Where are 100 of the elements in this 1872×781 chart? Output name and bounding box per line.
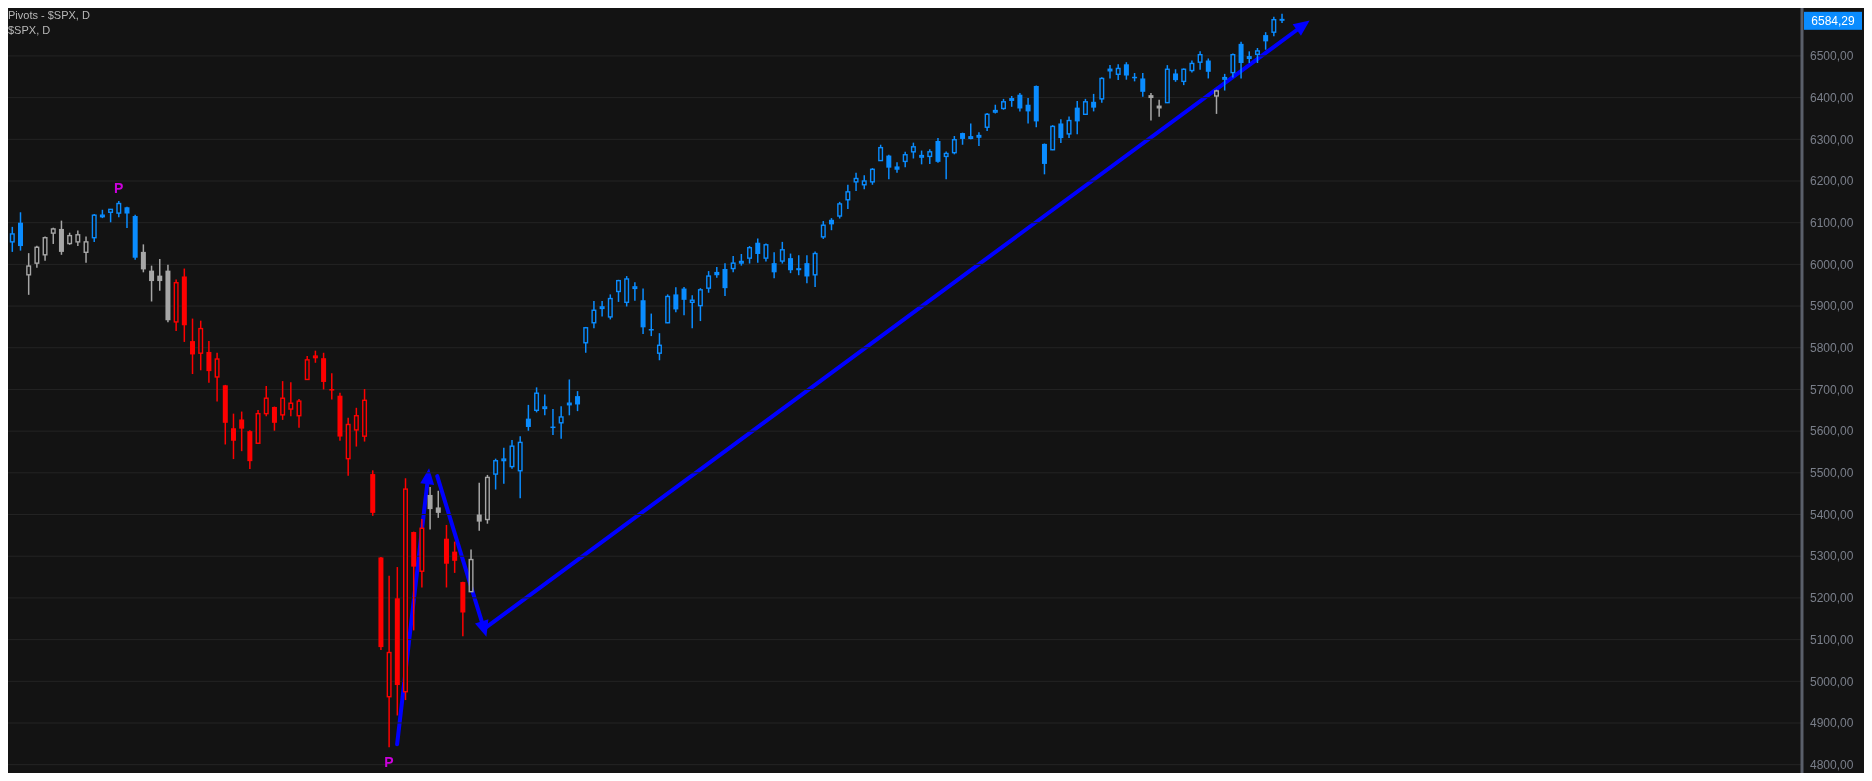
candlestick — [34, 244, 40, 269]
candlestick — [632, 281, 638, 302]
candlestick — [1066, 115, 1072, 139]
candlestick — [280, 380, 286, 421]
candlestick — [1279, 13, 1285, 24]
annotation: P — [113, 180, 124, 197]
candlestick — [886, 154, 892, 181]
candlestick — [263, 385, 269, 417]
candlestick — [17, 211, 23, 252]
candlestick — [1140, 72, 1146, 98]
candlestick — [1017, 92, 1023, 113]
candlestick — [321, 352, 327, 391]
y-tick-label: 5800,00 — [1810, 341, 1854, 356]
candlestick — [91, 213, 97, 243]
y-tick-label: 5400,00 — [1810, 507, 1854, 522]
candlestick — [771, 251, 777, 279]
candlestick — [853, 171, 859, 192]
candlestick — [230, 412, 236, 460]
candlestick — [83, 235, 89, 264]
candlestick — [140, 243, 146, 274]
candlestick — [476, 482, 482, 532]
candlestick — [583, 326, 589, 354]
candlestick — [534, 386, 540, 414]
candlestick — [1025, 97, 1031, 125]
candlestick — [1074, 100, 1080, 136]
text: 6584,29 — [1811, 14, 1856, 29]
y-tick-label: 6100,00 — [1810, 215, 1854, 230]
candlestick — [1058, 118, 1064, 144]
candlestick — [1238, 41, 1244, 80]
candlestick — [157, 258, 163, 292]
candlestick — [656, 332, 662, 362]
candlestick — [804, 254, 810, 284]
candlestick — [788, 252, 794, 274]
candlestick — [206, 340, 212, 384]
candlestick — [509, 439, 515, 470]
y-tick-label: 5300,00 — [1810, 549, 1854, 564]
candlestick — [755, 237, 761, 264]
y-tick-label: 5200,00 — [1810, 591, 1854, 606]
candlestick — [435, 490, 441, 519]
y-tick-label: 5500,00 — [1810, 466, 1854, 481]
y-tick-label: 5000,00 — [1810, 674, 1854, 689]
candlestick — [427, 486, 433, 531]
y-tick-label: 5600,00 — [1810, 424, 1854, 439]
candlestick — [607, 293, 613, 321]
candlestick — [271, 405, 277, 432]
candlestick — [42, 235, 48, 262]
y-tick-label: 6400,00 — [1810, 90, 1854, 105]
candlestick — [591, 300, 597, 329]
candlestick — [1041, 142, 1047, 176]
candlestick — [288, 381, 294, 417]
y-tick-label: 5900,00 — [1810, 299, 1854, 314]
candlestick — [493, 457, 499, 491]
candlestick — [214, 352, 220, 403]
y-tick-label: 5700,00 — [1810, 382, 1854, 397]
candlestick — [501, 447, 507, 485]
y-tick-label: 6500,00 — [1810, 49, 1854, 64]
y-tick-label: 4800,00 — [1810, 757, 1854, 772]
candlestick — [812, 250, 818, 288]
candlestick — [624, 275, 630, 308]
candlestick — [1213, 88, 1219, 115]
candlestick — [796, 254, 802, 276]
candlestick — [575, 390, 581, 412]
candlestick — [525, 404, 531, 432]
candlestick — [1050, 124, 1056, 151]
candlestick — [1148, 92, 1154, 122]
candlestick — [542, 393, 548, 417]
candlestick — [329, 372, 335, 401]
y-tick-label: 6300,00 — [1810, 132, 1854, 147]
y-tick-label: 6200,00 — [1810, 174, 1854, 189]
text: $SPX, D — [8, 23, 52, 38]
candlestick — [239, 410, 245, 452]
candlestick — [845, 184, 851, 210]
candlestick — [951, 135, 957, 156]
annotation: P — [384, 754, 394, 771]
candlestick — [1197, 50, 1203, 71]
candlestick — [190, 317, 196, 375]
candlestick — [1099, 76, 1105, 104]
candlestick — [353, 407, 359, 448]
y-tick-label: 5100,00 — [1810, 632, 1854, 647]
candlestick — [689, 294, 695, 329]
candlestick — [1205, 57, 1211, 80]
candlestick — [681, 286, 687, 316]
y-tick-label: 6000,00 — [1810, 257, 1854, 272]
candlestick — [26, 252, 32, 296]
candlestick — [697, 287, 703, 322]
candlestick — [58, 219, 64, 256]
y-tick-label: 4900,00 — [1810, 716, 1854, 731]
candlestick — [673, 286, 679, 314]
candlestick — [149, 264, 155, 303]
candlestick — [935, 137, 941, 164]
candlestick — [599, 300, 605, 318]
candlestick — [296, 398, 302, 429]
candlestick — [1271, 16, 1277, 38]
candlestick — [976, 131, 982, 147]
candlestick — [722, 262, 728, 297]
candlestick — [779, 241, 785, 265]
candlestick — [452, 540, 458, 574]
candlestick — [558, 405, 564, 440]
candlestick — [304, 355, 310, 381]
chart-title: Pivots - $SPX, D — [8, 8, 90, 23]
